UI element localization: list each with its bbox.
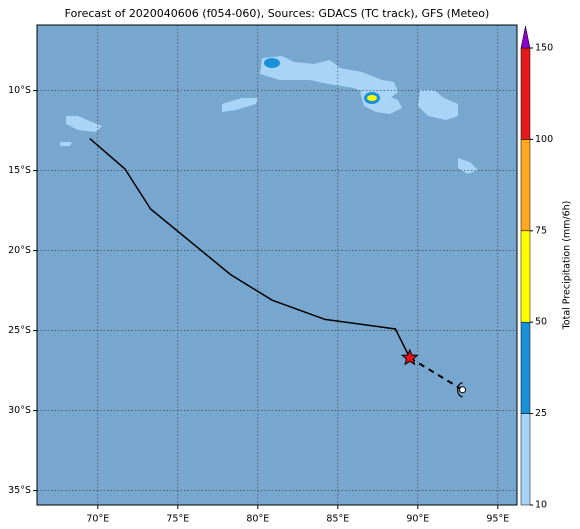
precip-blob xyxy=(458,158,478,174)
colorbar-segment xyxy=(520,413,531,506)
title: Forecast of 2020040606 (f054-060), Sourc… xyxy=(65,7,490,20)
colorbar-label: Total Precipitation (mm/6h) xyxy=(562,201,573,331)
y-tick-label: 10°S xyxy=(8,85,31,96)
precip-core xyxy=(367,95,377,101)
colorbar-tick-label: 10 xyxy=(535,500,547,511)
colorbar-tick-label: 150 xyxy=(535,43,553,54)
colorbar-tick-label: 25 xyxy=(535,408,547,419)
x-tick-label: 90°E xyxy=(406,514,429,525)
frame xyxy=(36,24,518,506)
colorbar-segment xyxy=(520,139,531,232)
x-tick-label: 95°E xyxy=(486,514,509,525)
layer xyxy=(37,25,517,505)
y-tick-label: 25°S xyxy=(8,325,31,336)
colorbar-extend xyxy=(520,25,531,49)
x-tick-label: 85°E xyxy=(326,514,349,525)
cyclone-symbol xyxy=(457,382,463,398)
colorbar-segment xyxy=(520,47,531,140)
y-tick-label: 15°S xyxy=(8,165,31,176)
colorbar-segment xyxy=(520,321,531,414)
y-tick-label: 20°S xyxy=(8,245,31,256)
current-position xyxy=(400,348,419,366)
y-tick-label: 30°S xyxy=(8,405,31,416)
precip-areas xyxy=(60,56,478,174)
precip-blob xyxy=(66,116,102,132)
precip-core xyxy=(264,58,280,68)
colorbar-tick-label: 50 xyxy=(535,317,547,328)
precip-blob xyxy=(222,98,258,112)
precip-blob xyxy=(60,142,72,146)
observed-track xyxy=(89,138,411,359)
colorbar-tick-label: 100 xyxy=(535,134,553,145)
precip-blob xyxy=(418,90,458,120)
x-tick-label: 70°E xyxy=(86,514,109,525)
forecast-position xyxy=(459,386,467,394)
precip-blob xyxy=(260,56,398,98)
colorbar-segment xyxy=(520,230,531,323)
y-tick-label: 35°S xyxy=(8,485,31,496)
ocean xyxy=(37,25,517,505)
x-tick-label: 80°E xyxy=(246,514,269,525)
colorbar-tick-label: 75 xyxy=(535,225,547,236)
x-tick-label: 75°E xyxy=(166,514,189,525)
